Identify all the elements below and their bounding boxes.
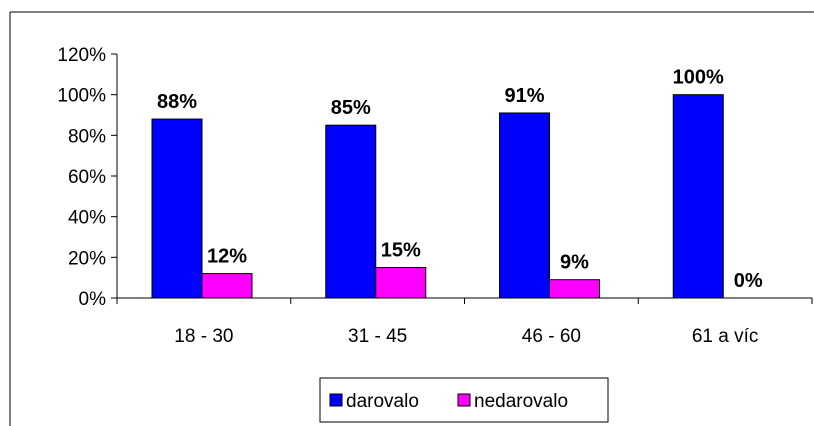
y-tick-label: 20% — [68, 248, 106, 269]
legend: darovalo nedarovalo — [319, 377, 609, 423]
data-label-nedarovalo-61-a-v-c: 0% — [734, 270, 763, 292]
bar-darovalo-31-45 — [325, 124, 377, 299]
legend-label-darovalo: darovalo — [346, 391, 419, 412]
bar-darovalo-61-a-v-c — [672, 94, 724, 299]
x-axis: 18 - 30 31 - 45 46 - 60 61 a víc — [116, 297, 813, 347]
legend-swatch-darovalo — [329, 393, 343, 407]
y-axis: 0% 20% 40% 60% 80% 100% 120% — [57, 45, 118, 310]
y-tick-label: 120% — [57, 45, 106, 66]
bar-darovalo-18-30 — [151, 118, 203, 299]
y-tick-label: 40% — [68, 208, 106, 229]
data-label-nedarovalo-46-60: 9% — [560, 252, 589, 274]
y-tick-label: 0% — [79, 289, 107, 310]
x-tick-label-46-60: 46 - 60 — [522, 326, 581, 347]
data-label-darovalo-18-30: 88% — [157, 91, 197, 113]
bar-nedarovalo-46-60 — [549, 279, 600, 299]
data-label-nedarovalo-18-30: 12% — [207, 246, 247, 268]
bar-nedarovalo-31-45 — [375, 267, 427, 299]
data-label-darovalo-61-a-v-c: 100% — [673, 67, 724, 89]
data-label-nedarovalo-31-45: 15% — [381, 240, 421, 262]
x-tick-label-31-45: 31 - 45 — [348, 326, 407, 347]
x-tick-label-61-a-v-c: 61 a víc — [692, 326, 759, 347]
y-tick-label: 80% — [68, 126, 106, 147]
bars — [151, 94, 724, 299]
data-label-darovalo-31-45: 85% — [331, 97, 371, 119]
bar-nedarovalo-18-30 — [201, 273, 253, 299]
x-tick-label-18-30: 18 - 30 — [174, 326, 233, 347]
bar-darovalo-46-60 — [499, 112, 550, 299]
data-label-darovalo-46-60: 91% — [504, 85, 544, 107]
legend-label-nedarovalo: nedarovalo — [474, 391, 568, 412]
legend-swatch-nedarovalo — [457, 393, 471, 407]
y-tick-label: 60% — [68, 167, 106, 188]
data-labels: 88% 12% 85% 15% 91% 9% 100% 0% — [157, 67, 763, 292]
y-tick-label: 100% — [57, 86, 106, 107]
